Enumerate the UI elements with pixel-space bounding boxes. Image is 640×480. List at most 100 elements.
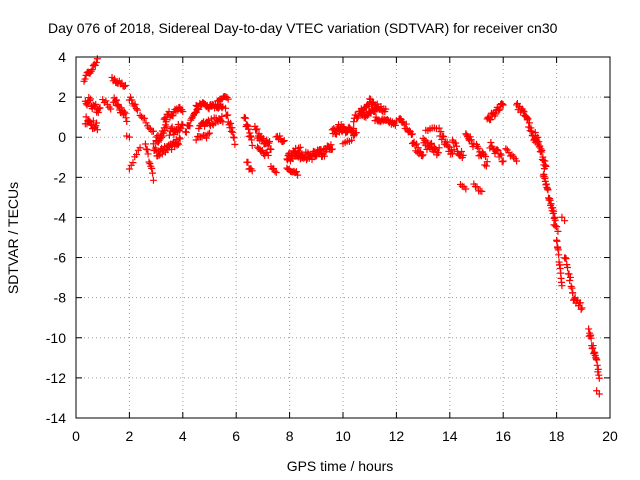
data-point <box>565 270 573 278</box>
data-point <box>482 153 490 161</box>
data-point <box>538 146 546 154</box>
data-point <box>229 133 237 141</box>
data-point <box>498 100 506 108</box>
data-point <box>577 305 585 313</box>
data-point <box>496 105 504 113</box>
data-point <box>280 137 288 145</box>
data-point <box>350 118 358 126</box>
data-point <box>551 222 559 230</box>
data-point <box>113 102 121 110</box>
data-point <box>487 138 495 146</box>
data-point <box>231 140 239 148</box>
data-point <box>248 167 256 175</box>
data-point <box>567 282 575 290</box>
data-point <box>416 147 424 155</box>
data-point <box>561 254 569 262</box>
data-point <box>224 111 232 119</box>
data-point <box>263 148 271 156</box>
data-point <box>553 223 561 231</box>
data-point <box>132 105 140 113</box>
data-point <box>519 107 527 115</box>
data-point <box>91 61 99 69</box>
x-axis-title: GPS time / hours <box>287 458 394 474</box>
data-point <box>142 119 150 127</box>
data-point <box>93 119 101 127</box>
data-point <box>279 137 287 145</box>
data-point <box>467 136 475 144</box>
data-point <box>121 109 129 117</box>
data-point <box>120 83 128 91</box>
data-point <box>296 143 304 151</box>
data-point <box>272 169 280 177</box>
data-point <box>495 106 503 114</box>
x-tick-label: 16 <box>495 428 511 444</box>
data-point <box>443 138 451 146</box>
data-point <box>243 121 251 129</box>
data-point <box>487 115 495 123</box>
data-point <box>562 255 570 263</box>
data-point <box>453 142 461 150</box>
data-point <box>462 185 470 193</box>
data-point <box>485 114 493 122</box>
data-point <box>113 96 121 104</box>
data-point <box>121 81 129 89</box>
data-point <box>578 304 586 312</box>
data-point <box>458 148 466 156</box>
data-point <box>141 114 149 122</box>
data-point <box>478 187 486 195</box>
data-point <box>245 125 253 133</box>
data-point <box>576 299 584 307</box>
data-point <box>125 165 133 173</box>
data-point <box>294 171 302 179</box>
data-point <box>524 115 532 123</box>
data-point <box>85 94 93 102</box>
data-point <box>432 145 440 153</box>
data-point <box>87 95 95 103</box>
data-point <box>169 112 177 120</box>
data-point <box>483 158 491 166</box>
data-point <box>568 284 576 292</box>
data-point <box>520 108 528 116</box>
data-point <box>265 139 273 147</box>
data-point <box>474 144 482 152</box>
x-tick-label: 0 <box>72 428 80 444</box>
data-point <box>86 118 94 126</box>
data-point <box>175 134 183 142</box>
data-point <box>427 139 435 147</box>
data-point <box>227 127 235 135</box>
y-tick-label: -2 <box>54 169 67 185</box>
data-point <box>141 140 149 148</box>
data-point <box>473 183 481 191</box>
data-point <box>145 158 153 166</box>
data-point <box>246 129 254 137</box>
data-point <box>230 134 238 142</box>
data-point <box>204 130 212 138</box>
data-point <box>93 55 101 63</box>
data-point <box>402 120 410 128</box>
data-point <box>143 146 151 154</box>
data-point <box>222 104 230 112</box>
data-point <box>463 131 471 139</box>
data-point <box>218 112 226 120</box>
y-axis-title: SDTVAR / TECUs <box>5 182 21 294</box>
data-point <box>92 58 100 66</box>
y-tick-label: -12 <box>46 370 66 386</box>
data-point <box>271 167 279 175</box>
data-point <box>125 133 133 141</box>
data-point <box>350 132 358 140</box>
data-point <box>542 162 550 170</box>
data-point <box>452 139 460 147</box>
data-point <box>525 119 533 127</box>
data-point <box>133 106 141 114</box>
data-point <box>81 75 89 83</box>
data-point <box>95 105 103 113</box>
data-point <box>372 113 380 121</box>
data-point <box>198 133 206 141</box>
y-tick-label: -14 <box>46 410 66 426</box>
data-point <box>244 158 252 166</box>
data-point <box>138 113 146 121</box>
data-point <box>566 277 574 285</box>
data-point <box>373 100 381 108</box>
x-tick-label: 18 <box>549 428 565 444</box>
